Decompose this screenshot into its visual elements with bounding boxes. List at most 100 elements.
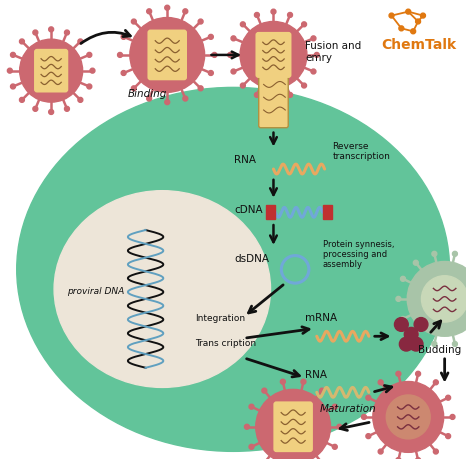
Circle shape [319, 388, 324, 393]
Circle shape [131, 86, 137, 91]
Circle shape [396, 296, 401, 301]
Text: Integration: Integration [195, 313, 245, 323]
Circle shape [198, 19, 203, 24]
Circle shape [414, 318, 428, 332]
Circle shape [416, 19, 420, 24]
Circle shape [281, 379, 285, 384]
Circle shape [366, 434, 371, 438]
Circle shape [87, 84, 92, 89]
Circle shape [288, 13, 292, 18]
Circle shape [420, 13, 426, 18]
Circle shape [90, 68, 95, 73]
Circle shape [255, 13, 259, 18]
Circle shape [78, 97, 83, 102]
Circle shape [378, 449, 383, 454]
Circle shape [118, 52, 122, 57]
Circle shape [453, 251, 457, 256]
Circle shape [121, 34, 126, 39]
Circle shape [249, 444, 254, 449]
Circle shape [471, 260, 474, 265]
Circle shape [130, 18, 205, 92]
Circle shape [64, 106, 69, 111]
Circle shape [332, 404, 337, 409]
Text: dsDNA: dsDNA [234, 254, 269, 263]
Circle shape [416, 371, 420, 376]
Circle shape [271, 96, 276, 100]
Ellipse shape [17, 88, 449, 451]
Circle shape [416, 457, 420, 463]
Circle shape [78, 39, 83, 44]
Circle shape [453, 342, 457, 346]
Circle shape [231, 69, 236, 74]
Circle shape [8, 68, 12, 73]
Ellipse shape [54, 191, 271, 388]
Circle shape [301, 22, 307, 27]
Circle shape [401, 317, 405, 321]
Circle shape [410, 29, 416, 34]
Text: ChemTalk: ChemTalk [382, 38, 457, 52]
Circle shape [19, 97, 24, 102]
Circle shape [20, 39, 82, 102]
Circle shape [373, 382, 444, 452]
Circle shape [401, 276, 405, 282]
Circle shape [49, 27, 54, 32]
Circle shape [49, 110, 54, 114]
Circle shape [433, 380, 438, 385]
Circle shape [446, 434, 451, 438]
Circle shape [165, 5, 170, 10]
Bar [323, 206, 332, 219]
Circle shape [471, 332, 474, 338]
Circle shape [337, 424, 342, 429]
Text: Budding: Budding [418, 345, 461, 355]
Circle shape [378, 380, 383, 385]
Text: mRNA: mRNA [305, 313, 337, 323]
Circle shape [19, 39, 24, 44]
Circle shape [366, 395, 371, 400]
Circle shape [413, 260, 418, 265]
Circle shape [249, 404, 254, 409]
Circle shape [64, 30, 69, 35]
Circle shape [228, 52, 233, 57]
Text: Maturation: Maturation [319, 404, 376, 414]
Circle shape [256, 389, 330, 463]
FancyBboxPatch shape [255, 32, 292, 78]
FancyBboxPatch shape [34, 49, 68, 93]
Circle shape [198, 86, 203, 91]
Text: Binding: Binding [128, 89, 167, 99]
Circle shape [400, 337, 413, 351]
Circle shape [183, 9, 188, 14]
Circle shape [255, 93, 259, 97]
Circle shape [396, 457, 401, 463]
Circle shape [404, 327, 418, 341]
Circle shape [131, 19, 137, 24]
Circle shape [212, 52, 217, 57]
FancyArrowPatch shape [81, 31, 130, 44]
Circle shape [362, 414, 366, 419]
Circle shape [432, 342, 437, 346]
Circle shape [10, 84, 16, 89]
Text: Trans cription: Trans cription [195, 339, 256, 348]
Circle shape [407, 262, 474, 336]
Circle shape [314, 52, 319, 57]
Circle shape [396, 371, 401, 376]
Circle shape [450, 414, 455, 419]
Circle shape [33, 30, 38, 35]
Circle shape [406, 9, 410, 14]
Text: RNA: RNA [305, 369, 327, 380]
Circle shape [432, 251, 437, 256]
Circle shape [33, 106, 38, 111]
Circle shape [301, 379, 306, 384]
FancyBboxPatch shape [147, 30, 187, 80]
Circle shape [209, 34, 213, 39]
Text: Reverse
transcription: Reverse transcription [332, 142, 391, 161]
Circle shape [389, 13, 394, 18]
Circle shape [394, 318, 408, 332]
Circle shape [319, 461, 324, 463]
FancyBboxPatch shape [259, 73, 288, 128]
FancyBboxPatch shape [273, 401, 313, 452]
Circle shape [231, 36, 236, 41]
Circle shape [311, 69, 316, 74]
Circle shape [262, 461, 267, 463]
Circle shape [245, 424, 249, 429]
Circle shape [399, 26, 404, 31]
